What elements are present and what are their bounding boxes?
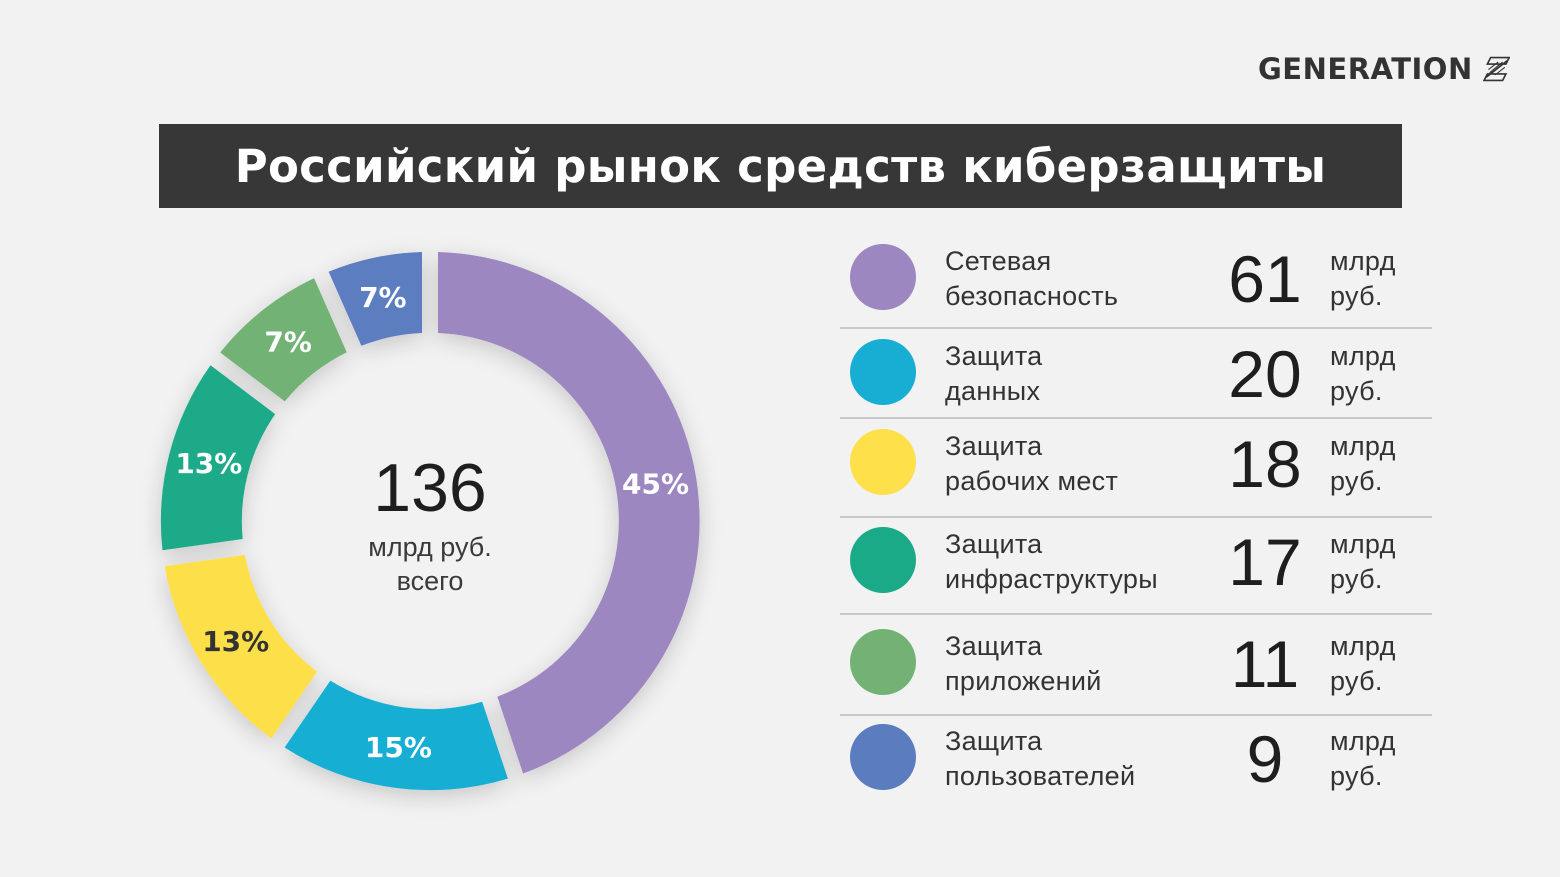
legend-unit-line2: руб. xyxy=(1330,281,1383,311)
legend-value: 17 xyxy=(1228,525,1302,599)
legend-item: Защита рабочих мест 18 млрд руб. xyxy=(840,417,1432,507)
legend-divider xyxy=(840,327,1432,329)
legend-label: Защита инфраструктуры xyxy=(945,527,1215,597)
slice-percent-label: 15% xyxy=(365,731,432,764)
legend-swatch xyxy=(850,629,916,695)
page-title: Российский рынок средств киберзащиты xyxy=(234,139,1327,193)
legend-value: 18 xyxy=(1228,427,1302,501)
donut-slice xyxy=(164,554,318,739)
legend-divider xyxy=(840,417,1432,419)
legend-item: Защита пользователей 9 млрд руб. xyxy=(840,712,1432,802)
legend-label-line2: безопасность xyxy=(945,281,1119,311)
donut-slice xyxy=(328,252,422,346)
legend-value: 11 xyxy=(1230,627,1300,701)
donut-slice xyxy=(220,278,347,402)
legend-label-line2: данных xyxy=(945,376,1041,406)
legend-unit: млрд руб. xyxy=(1330,724,1430,794)
slice-percent-label: 13% xyxy=(202,625,269,658)
legend-label-line1: Защита xyxy=(945,726,1043,756)
legend-label-line1: Защита xyxy=(945,529,1043,559)
legend-value: 20 xyxy=(1228,337,1302,411)
legend-unit-line1: млрд xyxy=(1330,529,1396,559)
brand-logo: GENERATION xyxy=(1258,44,1510,94)
brand-name: GENERATION xyxy=(1258,52,1473,86)
legend-unit-line1: млрд xyxy=(1330,431,1396,461)
legend-swatch xyxy=(850,339,916,405)
legend-unit-line2: руб. xyxy=(1330,466,1383,496)
legend-value: 61 xyxy=(1228,242,1302,316)
legend-divider xyxy=(840,714,1432,716)
legend-label: Сетевая безопасность xyxy=(945,244,1215,314)
slice-percent-label: 45% xyxy=(622,468,689,501)
legend-unit: млрд руб. xyxy=(1330,629,1430,699)
legend-label-line2: пользователей xyxy=(945,761,1136,791)
donut-slice xyxy=(438,252,700,774)
legend-unit-line2: руб. xyxy=(1330,761,1383,791)
legend-unit-line1: млрд xyxy=(1330,631,1396,661)
legend-label-line1: Сетевая xyxy=(945,246,1052,276)
legend-unit-line2: руб. xyxy=(1330,666,1383,696)
donut-slice xyxy=(160,365,276,551)
legend-unit: млрд руб. xyxy=(1330,429,1430,499)
legend-unit: млрд руб. xyxy=(1330,339,1430,409)
legend-item: Сетевая безопасность 61 млрд руб. xyxy=(840,232,1432,322)
total-unit-line1: млрд руб. xyxy=(368,532,492,562)
slice-percent-label: 7% xyxy=(264,325,312,358)
legend-item: Защита инфраструктуры 17 млрд руб. xyxy=(840,515,1432,605)
legend-label-line2: инфраструктуры xyxy=(945,564,1158,594)
legend-divider xyxy=(840,516,1432,518)
brand-mark-icon xyxy=(1482,56,1510,82)
legend-unit-line2: руб. xyxy=(1330,564,1383,594)
legend-swatch xyxy=(850,429,916,495)
legend-unit-line1: млрд xyxy=(1330,726,1396,756)
legend-value: 9 xyxy=(1246,722,1284,796)
title-banner: Российский рынок средств киберзащиты xyxy=(159,124,1402,208)
legend-label: Защита приложений xyxy=(945,629,1215,699)
legend-label-line1: Защита xyxy=(945,431,1043,461)
total-unit-line2: всего xyxy=(396,566,464,596)
total-value: 136 xyxy=(373,450,487,526)
legend-unit: млрд руб. xyxy=(1330,244,1430,314)
legend-label-line1: Защита xyxy=(945,341,1043,371)
legend-item: Защита приложений 11 млрд руб. xyxy=(840,617,1432,707)
legend-item: Защита данных 20 млрд руб. xyxy=(840,327,1432,417)
legend-label: Защита рабочих мест xyxy=(945,429,1215,499)
legend-label: Защита пользователей xyxy=(945,724,1215,794)
legend-unit-line1: млрд xyxy=(1330,341,1396,371)
legend-swatch xyxy=(850,527,916,593)
legend-swatch xyxy=(850,244,916,310)
legend-unit-line1: млрд xyxy=(1330,246,1396,276)
donut-chart: 45% 15% 13% 13% 7% 7% xyxy=(160,252,700,791)
legend-label-line2: рабочих мест xyxy=(945,466,1119,496)
legend-label-line2: приложений xyxy=(945,666,1102,696)
legend-unit-line2: руб. xyxy=(1330,376,1383,406)
legend-label: Защита данных xyxy=(945,339,1215,409)
slice-percent-label: 7% xyxy=(359,281,407,314)
legend-divider xyxy=(840,613,1432,615)
legend-label-line1: Защита xyxy=(945,631,1043,661)
donut-slice xyxy=(284,680,508,791)
legend-swatch xyxy=(850,724,916,790)
slice-percent-label: 13% xyxy=(175,447,242,480)
legend-unit: млрд руб. xyxy=(1330,527,1430,597)
total-unit: млрд руб. всего xyxy=(310,530,550,598)
